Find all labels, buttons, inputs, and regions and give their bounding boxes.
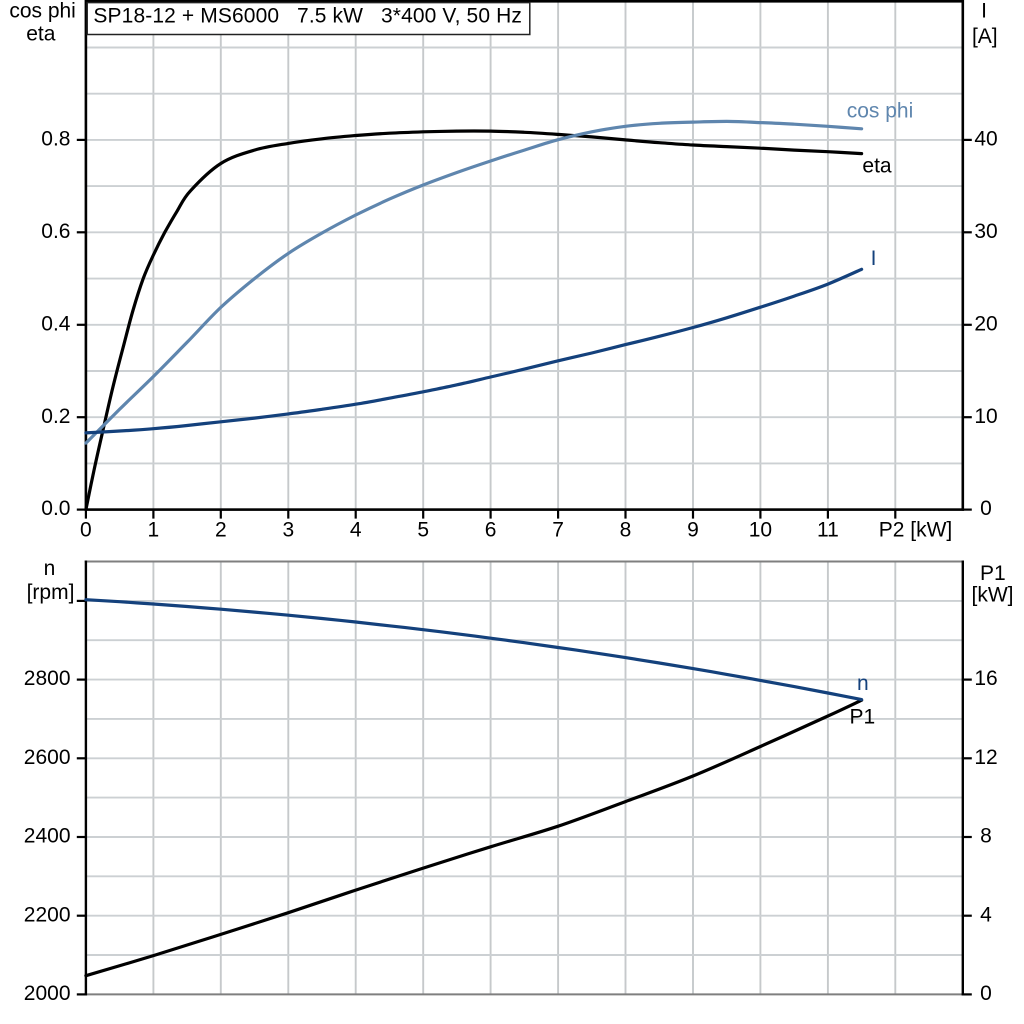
svg-text:3: 3	[282, 519, 294, 542]
svg-text:1: 1	[148, 519, 160, 542]
svg-text:11: 11	[817, 519, 839, 542]
svg-text:[rpm]: [rpm]	[27, 581, 75, 604]
svg-text:2000: 2000	[24, 982, 71, 1005]
svg-text:[kW]: [kW]	[972, 584, 1014, 607]
svg-text:0: 0	[980, 982, 992, 1005]
svg-text:20: 20	[974, 312, 997, 335]
svg-text:4: 4	[980, 903, 992, 926]
svg-text:n: n	[857, 672, 869, 695]
svg-text:P1: P1	[849, 705, 875, 728]
svg-text:40: 40	[974, 128, 997, 151]
svg-text:2600: 2600	[24, 746, 71, 769]
svg-text:I: I	[871, 247, 877, 270]
svg-text:30: 30	[974, 220, 997, 243]
svg-text:10: 10	[749, 519, 772, 542]
svg-text:0: 0	[980, 497, 992, 520]
svg-text:9: 9	[687, 519, 699, 542]
svg-text:6: 6	[485, 519, 497, 542]
svg-text:0.0: 0.0	[41, 497, 70, 520]
svg-text:P2 [kW]: P2 [kW]	[879, 519, 953, 542]
svg-text:SP18-12 + MS6000 7.5 kW 3*: SP18-12 + MS6000 7.5 kW 3*400 V, 50 Hz	[93, 4, 522, 27]
svg-text:[A]: [A]	[972, 25, 998, 48]
svg-text:4: 4	[350, 519, 362, 542]
svg-text:0.2: 0.2	[41, 405, 70, 428]
svg-text:I: I	[981, 0, 987, 22]
svg-text:2800: 2800	[24, 667, 71, 690]
svg-text:2: 2	[215, 519, 227, 542]
svg-text:16: 16	[974, 667, 997, 690]
svg-text:7: 7	[552, 519, 564, 542]
svg-text:0: 0	[80, 519, 92, 542]
svg-text:eta: eta	[26, 22, 56, 45]
svg-text:eta: eta	[862, 155, 892, 178]
svg-text:n: n	[44, 557, 56, 580]
svg-text:P1: P1	[980, 562, 1006, 585]
svg-text:cos phi: cos phi	[847, 100, 914, 123]
svg-text:2400: 2400	[24, 825, 71, 848]
svg-text:0.4: 0.4	[41, 312, 71, 335]
svg-text:0.8: 0.8	[41, 128, 70, 151]
svg-text:10: 10	[974, 405, 997, 428]
svg-text:2200: 2200	[24, 903, 71, 926]
svg-text:8: 8	[980, 825, 992, 848]
svg-text:8: 8	[620, 519, 632, 542]
svg-text:cos phi: cos phi	[9, 0, 76, 23]
svg-text:0.6: 0.6	[41, 220, 70, 243]
svg-text:5: 5	[417, 519, 429, 542]
svg-text:12: 12	[974, 746, 997, 769]
